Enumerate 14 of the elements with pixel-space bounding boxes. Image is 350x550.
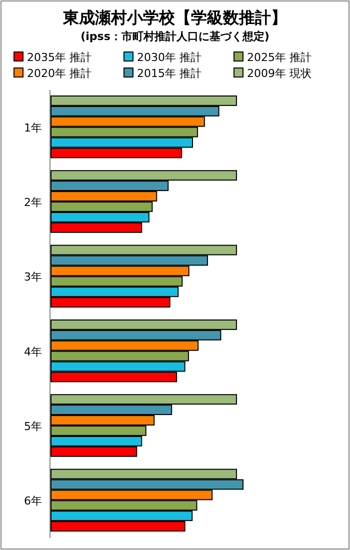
y-tick-label: 2年 [24,196,42,209]
y-tick-label: 1年 [24,121,42,134]
y-tick-label: 6年 [24,494,42,508]
y-tick-label: 5年 [24,420,42,433]
legend-label: 2015年 推計 [137,67,202,80]
legend-label: 2025年 推計 [247,51,312,64]
chart-title: 東成瀬村小学校【学級数推計】 [62,8,287,27]
legend-label: 2009年 現状 [247,67,312,80]
y-tick-label: 4年 [24,345,42,358]
legend-label: 2030年 推計 [137,51,202,64]
legend-label: 2020年 推計 [27,67,92,80]
legend-label: 2035年 推計 [27,51,92,64]
chart-subtitle: (ipss：市町村推計人口に基づく想定) [80,30,270,43]
y-tick-label: 3年 [24,270,42,284]
